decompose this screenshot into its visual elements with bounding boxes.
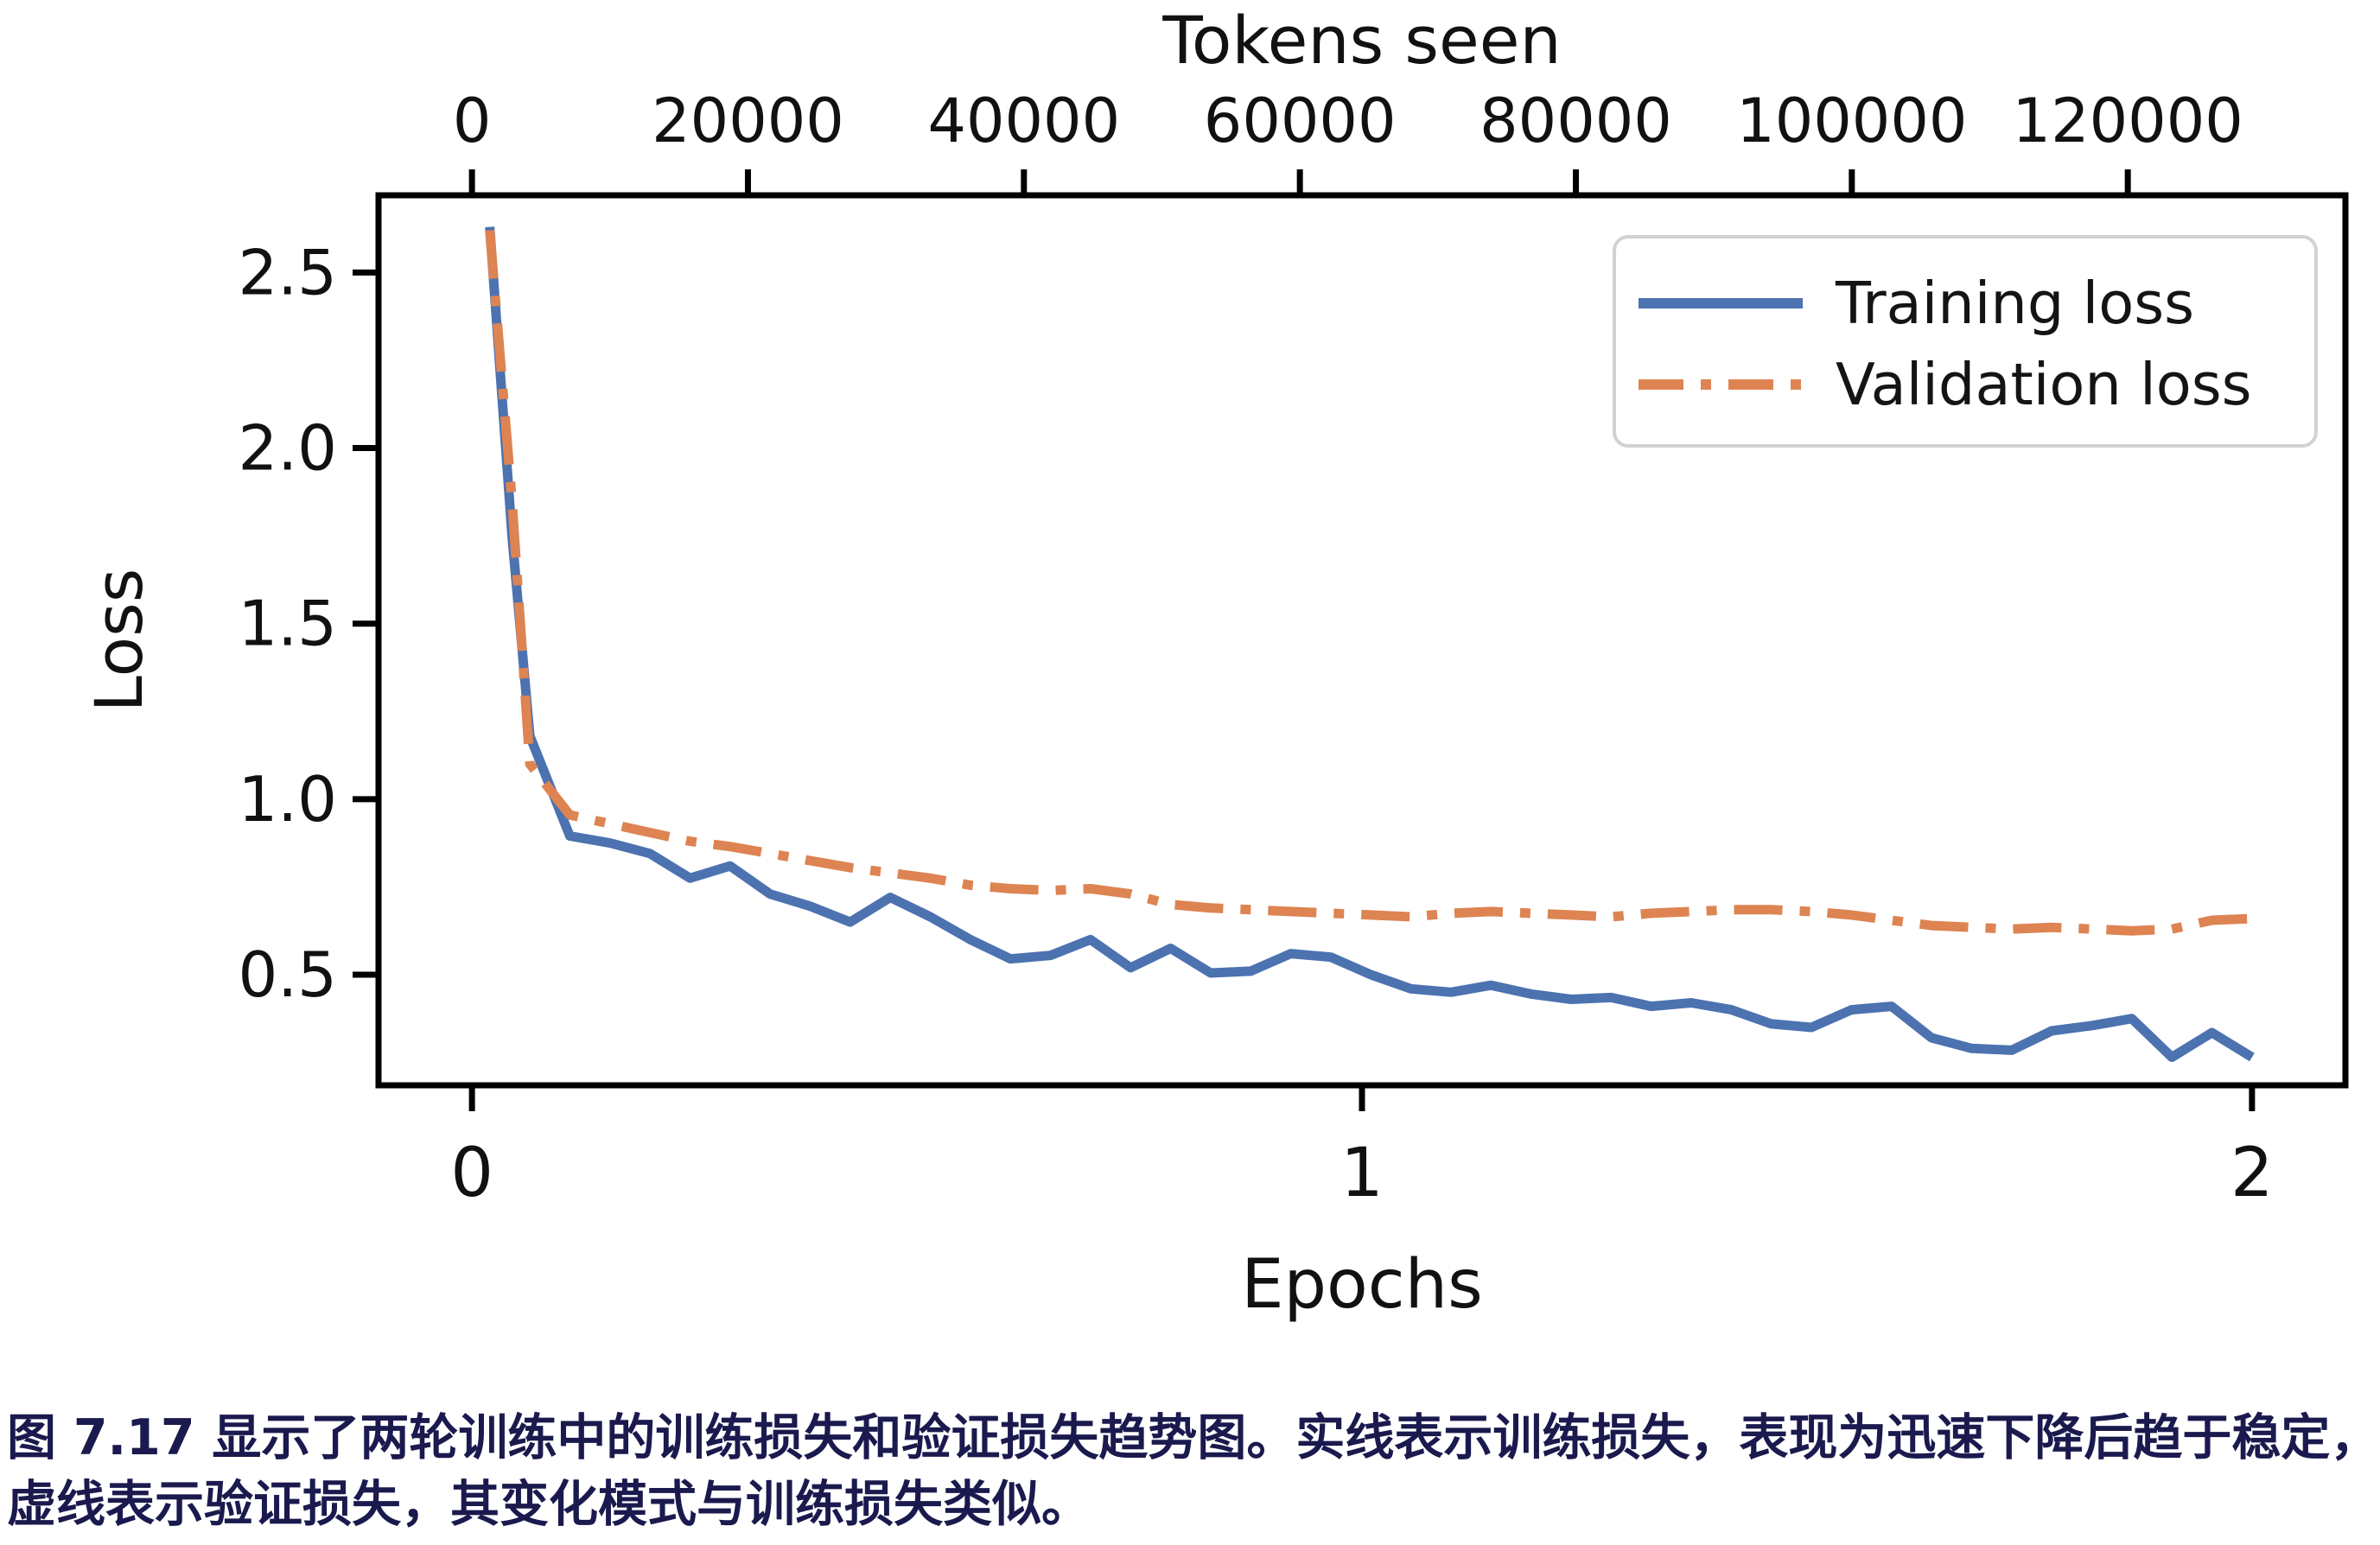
legend-item-validation: Validation loss [1639, 344, 2314, 425]
training-loss-line-sample [1639, 298, 1803, 308]
y-tick-label: 2.5 [238, 236, 337, 308]
y-tick-label: 2.0 [238, 412, 337, 485]
x-tick-label: 0 [450, 1135, 493, 1212]
top-tick-label: 20000 [652, 86, 844, 156]
top-tick-label: 100000 [1736, 86, 1967, 156]
y-axis-title: Loss [80, 568, 157, 713]
top-tick-label: 80000 [1480, 86, 1672, 156]
top-tick-label: 40000 [927, 86, 1120, 156]
figure-caption-line-2: 虚线表示验证损失，其变化模式与训练损失类似。 [7, 1476, 1091, 1533]
figure-caption-line-1: 图 7.17 显示了两轮训练中的训练损失和验证损失趋势图。实线表示训练损失，表现… [7, 1409, 2380, 1466]
figure-caption: 图 7.17 显示了两轮训练中的训练损失和验证损失趋势图。实线表示训练损失，表现… [7, 1405, 2380, 1538]
top-tick-label: 60000 [1204, 86, 1397, 156]
x-tick-label: 1 [1340, 1135, 1384, 1212]
x-axis-title: Epochs [1241, 1246, 1483, 1324]
x-tick-label: 2 [2230, 1135, 2274, 1212]
legend: Training loss Validation loss [1613, 235, 2318, 448]
top-axis-title: Tokens seen [1162, 2, 1562, 79]
top-tick-label: 0 [453, 86, 492, 156]
legend-item-training: Training loss [1639, 263, 2314, 344]
y-tick-label: 1.5 [238, 588, 337, 660]
validation-loss-line [485, 230, 2253, 936]
top-tick-label: 120000 [2013, 86, 2243, 156]
y-tick-label: 1.0 [238, 763, 337, 836]
y-tick-label: 0.5 [238, 938, 337, 1011]
legend-label-training: Training loss [1836, 270, 2195, 337]
legend-label-validation: Validation loss [1836, 351, 2252, 418]
validation-loss-line-sample [1639, 379, 1803, 390]
training-loss-line [485, 226, 2255, 1062]
